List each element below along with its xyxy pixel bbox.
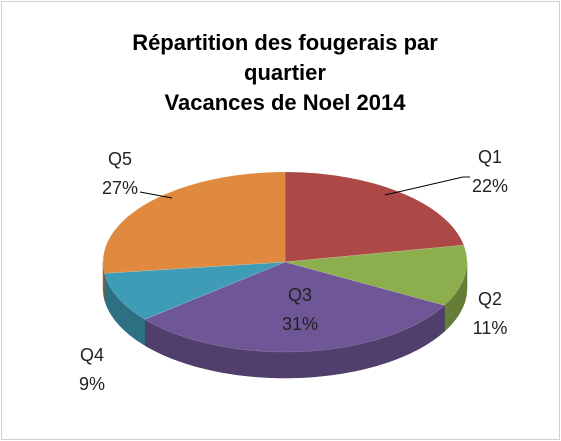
- pie-slice: [102, 171, 286, 274]
- pie-slice: [284, 171, 465, 263]
- chart-title-block: Répartition des fougerais par quartier V…: [115, 28, 455, 118]
- slice-value-label: 22%: [472, 176, 508, 196]
- slice-value-label: 9%: [79, 374, 105, 394]
- chart-subtitle: Vacances de Noel 2014: [164, 90, 406, 115]
- leader-line: [384, 176, 470, 196]
- slice-value-label: 31%: [282, 314, 318, 334]
- slice-category-label: Q5: [108, 149, 132, 169]
- slice-value-label: 27%: [102, 178, 138, 198]
- slice-category-label: Q1: [478, 147, 502, 167]
- slice-category-label: Q4: [80, 345, 104, 365]
- chart-title: Répartition des fougerais par quartier: [132, 30, 438, 85]
- slice-category-label: Q3: [288, 285, 312, 305]
- pie-slice: [144, 261, 446, 353]
- leader-line: [139, 191, 173, 199]
- slice-category-label: Q2: [478, 289, 502, 309]
- pie-slice: [104, 261, 286, 320]
- slice-value-label: 11%: [473, 318, 508, 338]
- pie-slice: [284, 244, 468, 306]
